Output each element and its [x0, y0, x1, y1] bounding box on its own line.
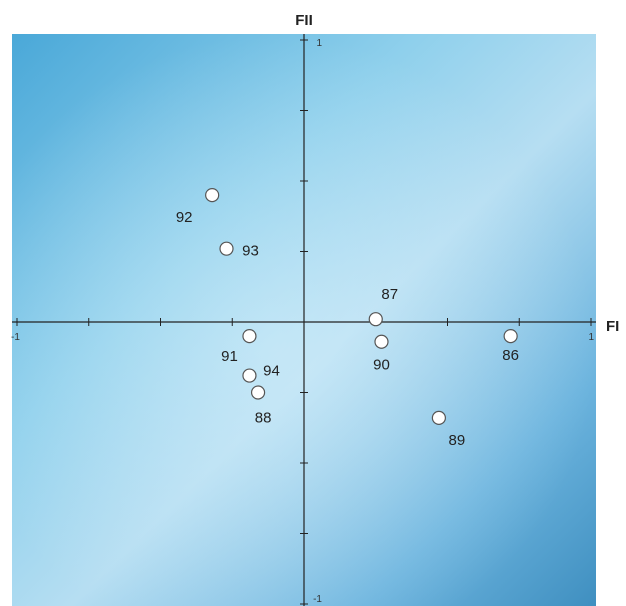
x-tick-label-max: 1: [588, 332, 594, 343]
point-label-87: 87: [381, 286, 398, 303]
data-point-89: [431, 410, 446, 425]
point-label-92: 92: [176, 209, 193, 226]
point-label-86: 86: [502, 347, 519, 364]
data-point-87: [368, 312, 383, 327]
point-label-93: 93: [242, 243, 259, 260]
point-label-91: 91: [221, 348, 238, 365]
x-tick-label-min: -1: [11, 332, 20, 343]
data-point-93: [219, 241, 234, 256]
point-label-94: 94: [263, 363, 280, 380]
y-axis-title: FII: [295, 12, 313, 29]
data-point-90: [374, 334, 389, 349]
data-points: 86 87 88 89 90 91 92 93 94: [176, 188, 519, 449]
data-point-88: [250, 385, 266, 400]
y-tick-label-max: 1: [316, 38, 322, 49]
data-point-92: [205, 188, 220, 203]
data-point-86: [503, 329, 518, 344]
data-point-94: [242, 368, 257, 383]
y-tick-label-min: -1: [313, 594, 322, 605]
axis-ticks: [16, 39, 592, 605]
data-point-91: [242, 329, 257, 344]
point-label-88: 88: [255, 410, 272, 427]
point-label-90: 90: [373, 357, 390, 374]
point-label-89: 89: [449, 432, 466, 449]
x-axis-title: FI: [606, 318, 619, 335]
